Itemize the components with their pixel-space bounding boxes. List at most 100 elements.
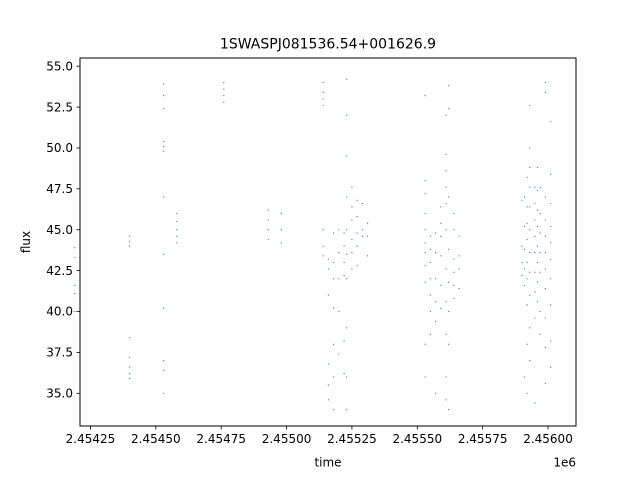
data-point <box>523 248 526 250</box>
data-point <box>163 83 165 85</box>
data-point <box>526 222 528 224</box>
data-point <box>163 196 165 198</box>
data-point <box>440 284 442 286</box>
data-point <box>424 95 426 97</box>
data-point <box>521 199 523 201</box>
x-axis-ticks: 2.45425 2.45450 2.45475 2.45500 2.45525 2.455… <box>66 426 573 446</box>
data-point <box>544 91 547 93</box>
data-point <box>333 307 335 309</box>
data-point <box>424 229 426 231</box>
data-point <box>458 235 460 237</box>
data-point <box>526 343 528 345</box>
data-point <box>453 258 455 260</box>
data-point <box>550 278 552 280</box>
x-tick-label: 2.45600 <box>523 432 573 446</box>
data-point <box>544 268 547 270</box>
data-point <box>176 235 178 237</box>
data-point <box>534 235 536 237</box>
data-point <box>361 202 363 205</box>
data-point <box>521 274 523 277</box>
data-point <box>544 235 547 237</box>
x-tick-label: 2.45500 <box>262 432 312 446</box>
data-point <box>346 278 348 280</box>
data-point <box>550 258 552 260</box>
data-point <box>539 232 541 234</box>
data-point <box>539 212 541 214</box>
data-point <box>338 278 340 280</box>
data-point <box>356 265 358 267</box>
data-point <box>529 104 531 107</box>
data-point <box>529 252 531 254</box>
data-point <box>351 219 353 221</box>
data-point <box>445 186 447 188</box>
data-point <box>544 288 547 290</box>
data-point <box>163 150 165 152</box>
data-point <box>351 206 353 208</box>
data-point <box>429 235 431 237</box>
data-point <box>529 206 531 208</box>
data-point <box>448 108 450 110</box>
data-point <box>429 248 431 250</box>
data-point <box>445 229 447 231</box>
data-point <box>327 294 329 296</box>
plot-frame <box>79 57 577 427</box>
data-point <box>536 225 539 228</box>
y-tick-label: 55.0 <box>46 59 73 73</box>
data-point <box>267 209 269 211</box>
data-point <box>424 265 426 267</box>
data-point <box>346 376 348 378</box>
data-point <box>434 232 437 234</box>
data-point <box>429 261 431 264</box>
data-point <box>424 376 426 378</box>
data-point <box>429 310 431 313</box>
data-point <box>458 255 460 257</box>
data-point <box>448 85 450 87</box>
data-point <box>445 114 447 116</box>
data-point <box>536 301 539 303</box>
data-point <box>176 242 178 244</box>
data-point <box>453 284 455 286</box>
data-point <box>223 81 225 84</box>
data-point <box>434 252 437 254</box>
data-point <box>523 196 526 198</box>
data-point <box>424 343 426 345</box>
data-point <box>440 235 442 237</box>
data-point <box>343 261 345 264</box>
data-point <box>346 114 348 116</box>
data-point <box>343 274 345 277</box>
data-point <box>343 245 345 247</box>
x-tick-label: 2.45425 <box>66 432 116 446</box>
data-point <box>534 202 536 205</box>
data-point <box>453 271 455 273</box>
data-point <box>536 189 539 192</box>
data-point <box>322 98 324 100</box>
data-point <box>163 95 165 97</box>
data-point <box>536 166 539 169</box>
data-point <box>74 292 76 295</box>
data-point <box>544 382 547 385</box>
data-point <box>74 256 76 259</box>
data-point <box>424 193 426 195</box>
data-point <box>351 252 353 254</box>
data-point <box>327 268 329 270</box>
data-point <box>429 333 431 336</box>
data-point <box>424 281 426 283</box>
data-point <box>434 278 437 280</box>
data-point <box>526 304 528 306</box>
data-point <box>434 301 437 303</box>
data-point <box>356 232 358 234</box>
data-point <box>267 229 269 231</box>
data-point <box>346 253 348 255</box>
data-point <box>74 284 76 286</box>
data-point <box>539 186 541 188</box>
data-point <box>280 229 282 231</box>
data-point <box>445 268 447 270</box>
data-point <box>163 145 165 147</box>
data-point <box>534 271 536 273</box>
data-point <box>534 317 536 319</box>
data-point <box>529 166 531 169</box>
data-point <box>440 206 442 208</box>
y-axis-label: flux <box>19 231 33 253</box>
data-point <box>346 78 348 80</box>
data-point <box>521 245 523 247</box>
